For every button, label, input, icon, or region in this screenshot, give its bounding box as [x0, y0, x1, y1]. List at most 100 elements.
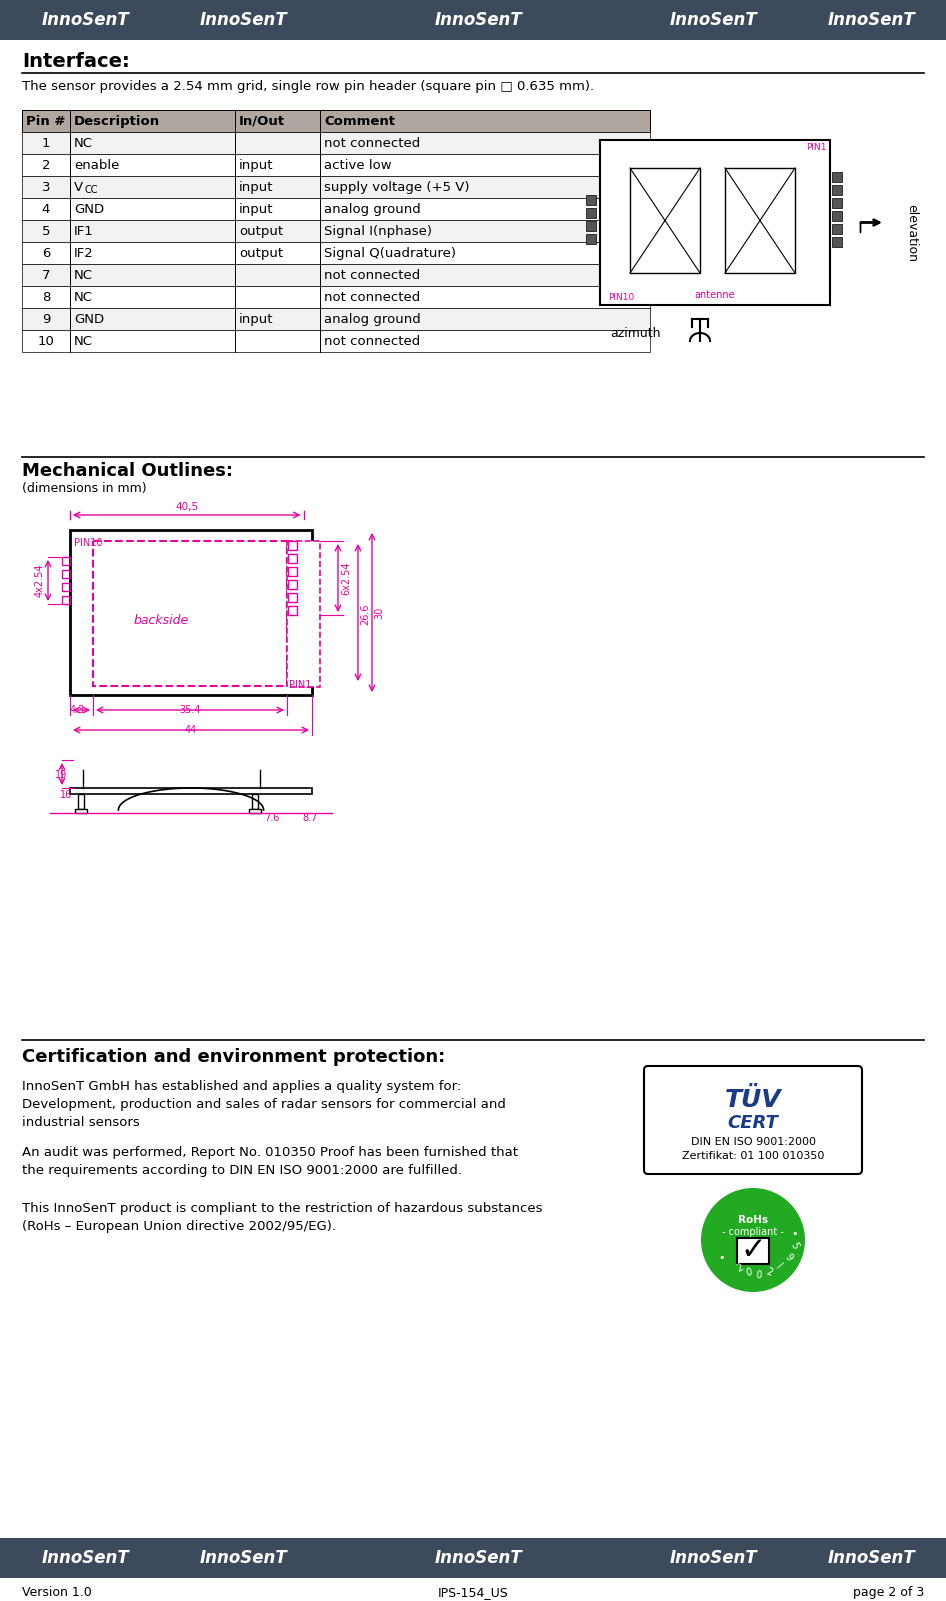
Text: 8.7: 8.7	[302, 813, 317, 823]
Bar	[58, 1551, 61, 1564]
Bar	[686, 13, 689, 27]
Text: industrial sensors: industrial sensors	[22, 1116, 140, 1129]
Text: 35.4: 35.4	[179, 704, 201, 716]
Text: the requirements according to DIN EN ISO 9001:2000 are fulfilled.: the requirements according to DIN EN ISO…	[22, 1164, 462, 1177]
Bar	[832, 211, 842, 221]
Bar	[220, 13, 221, 27]
Bar	[844, 13, 847, 27]
Text: InnoSenT: InnoSenT	[201, 1550, 288, 1567]
FancyBboxPatch shape	[644, 1066, 862, 1174]
Text: InnoSenT: InnoSenT	[435, 11, 523, 29]
Circle shape	[701, 1188, 805, 1292]
Text: 5: 5	[788, 1241, 799, 1250]
Bar	[696, 13, 697, 27]
Text: Development, production and sales of radar sensors for commercial and: Development, production and sales of rad…	[22, 1098, 506, 1111]
Bar	[288, 580, 297, 589]
Bar	[222, 1551, 225, 1564]
Bar	[451, 1551, 453, 1564]
Bar	[62, 1551, 63, 1564]
Bar	[229, 13, 231, 27]
Text: 19: 19	[55, 770, 67, 780]
Bar	[699, 1551, 700, 1564]
Bar	[837, 13, 840, 27]
Text: Pin #: Pin #	[26, 115, 65, 128]
Text: 9: 9	[42, 312, 50, 325]
Text: 8: 8	[42, 290, 50, 304]
Text: Mechanical Outlines:: Mechanical Outlines:	[22, 463, 233, 480]
Text: InnoSenT: InnoSenT	[828, 11, 916, 29]
Bar	[850, 1551, 853, 1564]
Text: Certification and environment protection:: Certification and environment protection…	[22, 1049, 446, 1066]
Text: An audit was performed, Report No. 010350 Proof has been furnished that: An audit was performed, Report No. 01035…	[22, 1146, 518, 1159]
Bar	[75, 809, 87, 813]
Text: analog ground: analog ground	[324, 202, 421, 216]
Bar	[445, 1551, 447, 1564]
Bar	[252, 794, 258, 809]
Text: 4x2.54: 4x2.54	[35, 564, 45, 597]
Bar	[288, 592, 297, 602]
Text: analog ground: analog ground	[324, 312, 421, 325]
Bar	[455, 13, 456, 27]
Text: PIN10: PIN10	[74, 538, 102, 548]
Text: not connected: not connected	[324, 335, 420, 347]
Text: V: V	[74, 181, 83, 194]
Text: antenne: antenne	[694, 290, 735, 299]
Bar	[832, 186, 842, 195]
Bar	[737, 1238, 769, 1265]
Bar	[837, 1551, 840, 1564]
Bar	[692, 1551, 695, 1564]
Text: •: •	[791, 1230, 797, 1239]
Bar	[22, 154, 650, 176]
Bar	[464, 13, 465, 27]
Bar	[51, 13, 54, 27]
Bar	[854, 13, 855, 27]
Bar	[451, 13, 453, 27]
Bar	[70, 788, 312, 794]
Bar	[462, 13, 463, 27]
Text: IF2: IF2	[74, 247, 94, 259]
Bar	[448, 13, 449, 27]
Bar	[699, 13, 700, 27]
Bar	[78, 794, 84, 809]
Text: 44: 44	[184, 725, 197, 735]
Bar	[22, 330, 650, 352]
Text: NC: NC	[74, 335, 93, 347]
Text: •: •	[718, 1254, 725, 1263]
Text: InnoSenT: InnoSenT	[201, 11, 288, 29]
Text: 5: 5	[42, 224, 50, 237]
Bar	[22, 307, 650, 330]
Bar	[209, 1551, 212, 1564]
Text: NC: NC	[74, 290, 93, 304]
Text: PIN1: PIN1	[807, 142, 827, 152]
Text: 4: 4	[42, 202, 50, 216]
Text: output: output	[239, 224, 283, 237]
Text: InnoSenT: InnoSenT	[828, 1550, 916, 1567]
Text: input: input	[239, 202, 273, 216]
Text: 6: 6	[42, 247, 50, 259]
Bar	[832, 237, 842, 247]
Text: 4.3: 4.3	[70, 704, 85, 716]
Text: TÜV: TÜV	[725, 1089, 781, 1113]
Text: 26.6: 26.6	[360, 604, 370, 624]
Bar	[220, 1551, 221, 1564]
Bar	[64, 1551, 67, 1564]
Bar	[22, 131, 650, 154]
Bar	[586, 195, 596, 205]
Bar	[288, 567, 297, 576]
Bar	[464, 1551, 465, 1564]
Bar	[226, 13, 227, 27]
Text: /: /	[775, 1262, 783, 1271]
Bar	[842, 1551, 843, 1564]
Text: CC: CC	[84, 186, 97, 195]
Text: 9: 9	[783, 1252, 795, 1263]
Bar	[209, 13, 212, 27]
Bar	[62, 13, 63, 27]
Text: InnoSenT: InnoSenT	[43, 11, 130, 29]
Bar	[630, 168, 700, 274]
Bar	[216, 13, 219, 27]
Bar	[692, 13, 695, 27]
Text: output: output	[239, 247, 283, 259]
Text: GND: GND	[74, 202, 104, 216]
Bar	[832, 224, 842, 234]
FancyBboxPatch shape	[93, 541, 287, 685]
